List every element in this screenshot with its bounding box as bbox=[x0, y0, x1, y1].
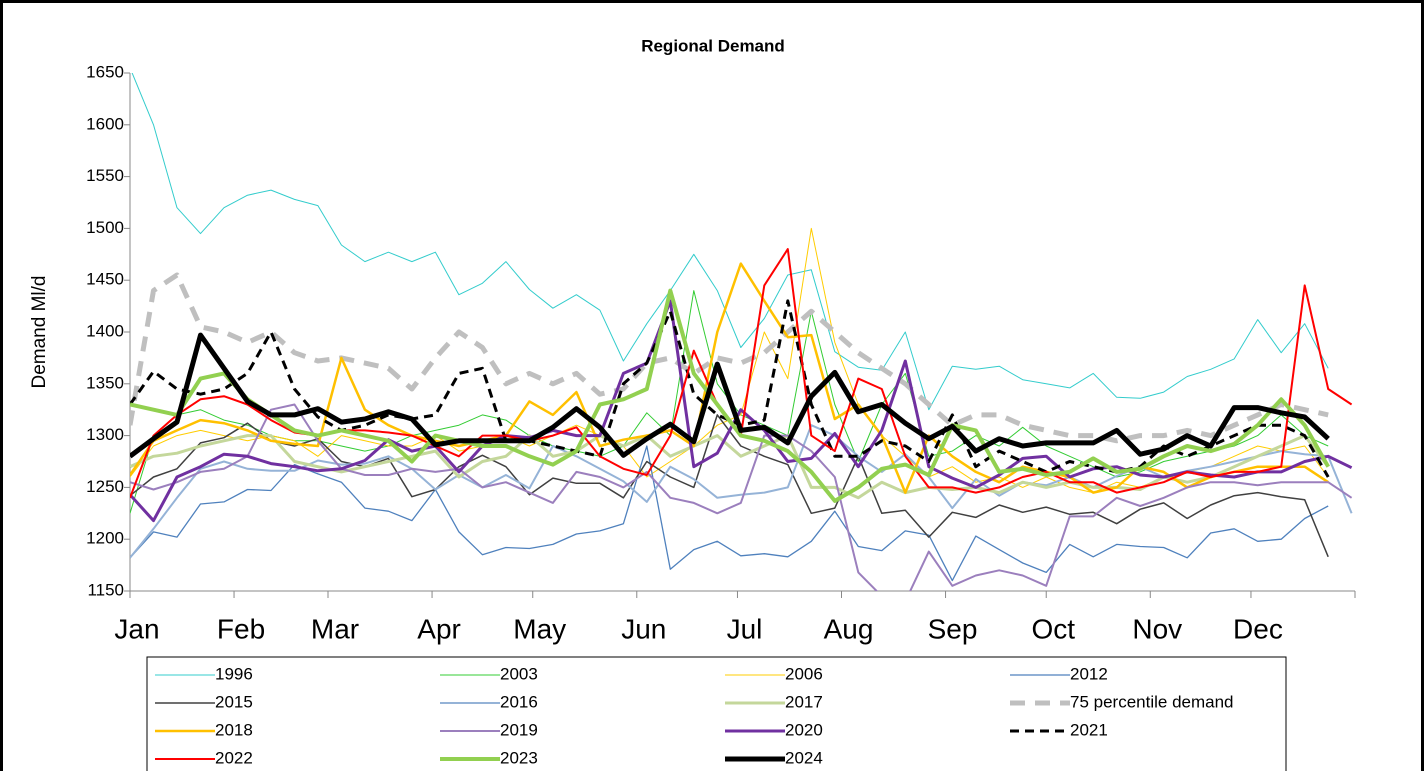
series-line bbox=[130, 403, 1353, 591]
x-tick-label: Mar bbox=[311, 613, 359, 644]
x-tick-label: Sep bbox=[928, 613, 978, 644]
legend-label: 2024 bbox=[785, 748, 823, 767]
y-tick-label: 1600 bbox=[86, 114, 124, 133]
x-tick-label: May bbox=[513, 613, 566, 644]
y-tick-label: 1150 bbox=[87, 580, 124, 599]
x-tick-label: Apr bbox=[417, 613, 461, 644]
legend-label: 2015 bbox=[215, 692, 253, 711]
series-line bbox=[130, 332, 1330, 459]
legend-label: 75 percentile demand bbox=[1070, 692, 1234, 711]
x-tick-label: Feb bbox=[217, 613, 265, 644]
legend-label: 2022 bbox=[215, 748, 253, 767]
legend-label: 2023 bbox=[500, 748, 538, 767]
legend-label: 1996 bbox=[215, 664, 253, 683]
legend-label: 2018 bbox=[215, 720, 253, 739]
y-tick-label: 1650 bbox=[86, 62, 124, 81]
plot-area bbox=[130, 73, 1353, 591]
series-line bbox=[131, 73, 1329, 411]
series-line bbox=[130, 299, 1353, 523]
x-tick-label: Nov bbox=[1132, 613, 1182, 644]
chart-title: Regional Demand bbox=[641, 36, 785, 55]
x-tick-label: Jun bbox=[621, 613, 666, 644]
legend-label: 2012 bbox=[1070, 664, 1108, 683]
y-tick-label: 1500 bbox=[86, 218, 124, 237]
legend-label: 2003 bbox=[500, 664, 538, 683]
y-tick-label: 1450 bbox=[86, 270, 124, 289]
x-tick-label: Jul bbox=[727, 613, 763, 644]
y-tick-label: 1200 bbox=[86, 529, 124, 548]
x-tick-label: Oct bbox=[1031, 613, 1075, 644]
series-line bbox=[130, 445, 1329, 582]
legend-label: 2017 bbox=[785, 692, 823, 711]
legend-label: 2019 bbox=[500, 720, 538, 739]
x-tick-label: Aug bbox=[824, 613, 874, 644]
series-line bbox=[130, 262, 1329, 494]
series-line bbox=[130, 272, 1329, 444]
y-tick-label: 1300 bbox=[86, 425, 124, 444]
legend-label: 2021 bbox=[1070, 720, 1108, 739]
y-tick-label: 1400 bbox=[86, 321, 124, 340]
legend bbox=[146, 656, 1287, 771]
series-line bbox=[130, 424, 1353, 559]
x-tick-label: Jan bbox=[114, 613, 159, 644]
y-tick-label: 1350 bbox=[86, 373, 124, 392]
y-tick-label: 1250 bbox=[86, 477, 124, 496]
y-tick-label: 1550 bbox=[86, 166, 124, 185]
legend-label: 2006 bbox=[785, 664, 823, 683]
y-axis-label: Demand Ml/d bbox=[29, 276, 50, 389]
legend-label: 2020 bbox=[785, 720, 823, 739]
x-tick-label: Dec bbox=[1233, 613, 1283, 644]
legend-label: 2016 bbox=[500, 692, 538, 711]
series-line bbox=[130, 288, 1330, 503]
